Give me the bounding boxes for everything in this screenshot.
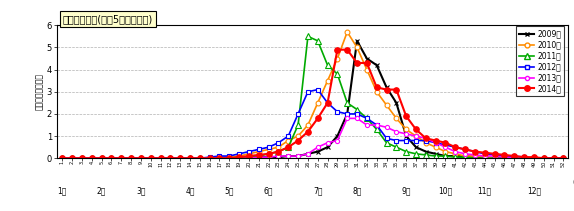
- Text: 7月: 7月: [313, 186, 323, 195]
- Text: 5月: 5月: [224, 186, 234, 195]
- Text: 12月: 12月: [527, 186, 541, 195]
- Text: 10月: 10月: [439, 186, 452, 195]
- Text: 3月: 3月: [136, 186, 146, 195]
- Y-axis label: 定点当たり報告数: 定点当たり報告数: [34, 73, 44, 110]
- Text: 11月: 11月: [478, 186, 492, 195]
- Text: 8月: 8月: [352, 186, 362, 195]
- Text: 9月: 9月: [401, 186, 411, 195]
- Text: 週別発生動向(過去5年との比較): 週別発生動向(過去5年との比較): [63, 14, 153, 24]
- Text: 1月: 1月: [57, 186, 67, 195]
- Legend: 2009年, 2010年, 2011年, 2012年, 2013年, 2014年: 2009年, 2010年, 2011年, 2012年, 2013年, 2014年: [516, 27, 564, 96]
- Text: 4月: 4月: [185, 186, 195, 195]
- Text: (週): (週): [572, 178, 574, 187]
- Text: 6月: 6月: [264, 186, 273, 195]
- Text: 2月: 2月: [97, 186, 106, 195]
